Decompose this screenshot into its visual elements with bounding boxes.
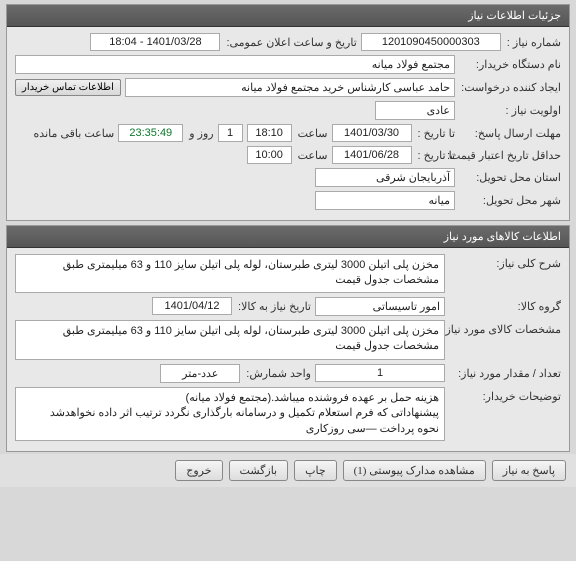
view-docs-button[interactable]: مشاهده مدارک پیوستی (1) (343, 460, 486, 481)
qty-field: 1 (315, 364, 445, 382)
reply-time-field: 18:10 (247, 124, 292, 142)
to-date-label-1: تا تاریخ : (418, 127, 455, 140)
validity-date-field: 1401/06/28 (332, 146, 412, 164)
spec-label: مشخصات کالای مورد نیاز: (451, 320, 561, 336)
announce-label: تاریخ و ساعت اعلان عمومی: (226, 36, 356, 49)
panel1-body: شماره نیاز : 1201090450000303 تاریخ و سا… (7, 27, 569, 220)
reply-deadline-label: مهلت ارسال پاسخ: (461, 127, 561, 140)
need-details-panel: جزئیات اطلاعات نیاز شماره نیاز : 1201090… (6, 4, 570, 221)
time-label-1: ساعت (298, 127, 328, 140)
panel1-header: جزئیات اطلاعات نیاز (7, 5, 569, 27)
unit-label: واحد شمارش: (246, 367, 311, 380)
footer-bar: پاسخ به نیاز مشاهده مدارک پیوستی (1) چاپ… (0, 454, 576, 487)
panel2-header: اطلاعات کالاهای مورد نیاز (7, 226, 569, 248)
city-field: میانه (315, 191, 455, 210)
need-no-label: شماره نیاز : (507, 36, 561, 49)
to-date-label-2: تا تاریخ : (418, 149, 455, 162)
province-label: استان محل تحویل: (461, 171, 561, 184)
province-field: آذربایجان شرقی (315, 168, 455, 187)
city-label: شهر محل تحویل: (461, 194, 561, 207)
goods-info-panel: اطلاعات کالاهای مورد نیاز شرح کلی نیاز: … (6, 225, 570, 452)
announce-date-field: 1401/03/28 - 18:04 (90, 33, 220, 51)
group-field: امور تاسیساتی (315, 297, 445, 316)
days-label: روز و (189, 127, 213, 140)
group-label: گروه کالا: (451, 300, 561, 313)
back-button[interactable]: بازگشت (229, 460, 289, 481)
buyer-label: نام دستگاه خریدار: (461, 58, 561, 71)
validity-label: حداقل تاریخ اعتبار قیمت: (461, 149, 561, 162)
days-count-field: 1 (218, 124, 243, 142)
requester-field: حامد عباسی کارشناس خرید مجتمع فولاد میان… (125, 78, 455, 97)
unit-field: عدد-متر (160, 364, 240, 383)
print-button[interactable]: چاپ (294, 460, 337, 481)
spec-field: مخزن پلی اتیلن 3000 لیتری طبرستان، لوله … (15, 320, 445, 360)
buyer-note-field: هزینه حمل بر عهده فروشنده میباشد.(مجتمع … (15, 387, 445, 441)
priority-label: اولویت نیاز : (461, 104, 561, 117)
contact-buyer-button[interactable]: اطلاعات تماس خریدار (15, 79, 121, 96)
buyer-note-label: توضیحات خریدار: (451, 387, 561, 403)
reply-button[interactable]: پاسخ به نیاز (492, 460, 566, 481)
qty-label: تعداد / مقدار مورد نیاز: (451, 367, 561, 380)
priority-field: عادی (375, 101, 455, 120)
remain-time-field: 23:35:49 (118, 124, 183, 142)
time-label-2: ساعت (298, 149, 328, 162)
remain-label: ساعت باقی مانده (34, 127, 115, 140)
need-no-field: 1201090450000303 (361, 33, 501, 51)
requester-label: ایجاد کننده درخواست: (461, 81, 561, 94)
exit-button[interactable]: خروج (175, 460, 222, 481)
panel2-body: شرح کلی نیاز: مخزن پلی اتیلن 3000 لیتری … (7, 248, 569, 451)
validity-time-field: 10:00 (247, 146, 292, 164)
need-date-label: تاریخ نیاز به کالا: (238, 300, 311, 313)
buyer-field: مجتمع فولاد میانه (15, 55, 455, 74)
need-date-field: 1401/04/12 (152, 297, 232, 315)
desc-label: شرح کلی نیاز: (451, 254, 561, 270)
reply-date-field: 1401/03/30 (332, 124, 412, 142)
desc-field: مخزن پلی اتیلن 3000 لیتری طبرستان، لوله … (15, 254, 445, 293)
